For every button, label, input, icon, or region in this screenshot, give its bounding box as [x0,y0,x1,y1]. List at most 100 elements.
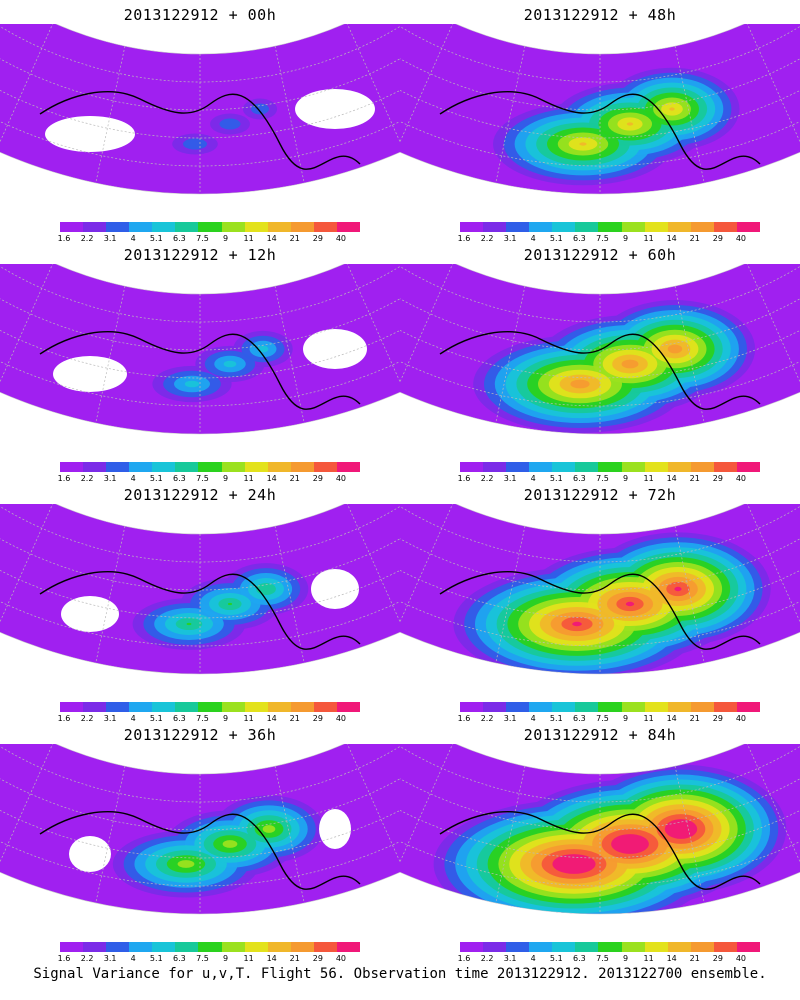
colorbar-segment [244,462,269,472]
colorbar-segment [529,462,553,472]
colorbar-tick-label: 14 [666,234,677,243]
colorbar-tick-label: 1.6 [57,954,71,963]
colorbar-segment [152,462,176,472]
colorbar-segment [736,942,761,952]
colorbar-tick-label: 7.5 [196,954,209,963]
variance-map [0,24,400,195]
colorbar-segment [736,222,761,232]
colorbar-tick-label: 3.1 [503,714,517,723]
colorbar-segment [313,942,338,952]
colorbar-tick-label: 40 [335,474,347,483]
colorbar-tick-label: 6.3 [173,234,186,243]
colorbar-tick-label: 29 [312,954,323,963]
colorbar-tick-label: 5.1 [549,234,563,243]
colorbar-tick-label: 9 [222,234,229,243]
colorbar-tick-label: 21 [689,474,700,483]
colorbar-tick-label: 1.6 [457,474,471,483]
colorbar-segment [506,702,530,712]
colorbar-tick-label: 5.1 [149,714,163,723]
colorbar-segment [552,702,576,712]
variance-map [400,264,800,435]
colorbar: 1.6 2.2 3.1 4 5.1 6.3 7.5 9 11 14 21 29 40 [58,462,361,483]
colorbar-tick-label: 29 [712,954,723,963]
colorbar-segment [106,222,130,232]
colorbar-tick-label: 5.1 [549,954,563,963]
colorbar-segment [529,942,553,952]
colorbar-segment [644,462,669,472]
colorbar-segment [336,702,361,712]
colorbar-segment [152,222,176,232]
colorbar-tick-label: 40 [735,234,747,243]
colorbar-segment [713,942,738,952]
colorbar-tick-label: 11 [643,714,654,723]
colorbar-tick-label: 21 [289,474,300,483]
colorbar-segment [336,462,361,472]
colorbar-segment [152,702,176,712]
variance-map [400,24,800,195]
forecast-panel: 2013122912 + 48h 1.6 2.2 3.1 4 5.1 6.3 7.5 9 11 14… [400,0,800,243]
colorbar-segment [690,222,715,232]
colorbar-segment [152,942,176,952]
colorbar-tick-label: 21 [689,714,700,723]
colorbar-tick-label: 9 [622,234,629,243]
colorbar: 1.6 2.2 3.1 4 5.1 6.3 7.5 9 11 14 21 29 40 [458,222,761,243]
colorbar-tick-label: 11 [243,234,254,243]
colorbar-segment [575,462,599,472]
colorbar-segment [690,462,715,472]
colorbar-tick-label: 40 [735,474,747,483]
colorbar-tick-label: 9 [622,474,629,483]
colorbar-segment [483,702,507,712]
panel-title: 2013122912 + 24h [123,486,277,504]
colorbar-tick-label: 1.6 [457,954,471,963]
colorbar: 1.6 2.2 3.1 4 5.1 6.3 7.5 9 11 14 21 29 40 [58,702,361,723]
colorbar-segment [575,942,599,952]
colorbar-segment [244,702,269,712]
colorbar-segment [667,222,692,232]
colorbar-tick-label: 1.6 [57,714,71,723]
colorbar-segment [60,222,84,232]
colorbar-segment [667,702,692,712]
colorbar-tick-label: 7.5 [596,954,609,963]
colorbar-tick-label: 7.5 [196,714,209,723]
colorbar-tick-label: 2.2 [480,714,494,723]
colorbar-segment [313,222,338,232]
colorbar-segment [736,702,761,712]
variance-map [400,504,800,675]
colorbar-tick-label: 29 [312,474,323,483]
colorbar-segment [621,462,646,472]
colorbar-segment [690,702,715,712]
colorbar-tick-label: 14 [666,714,677,723]
colorbar-segment [221,462,246,472]
colorbar-tick-label: 11 [643,234,654,243]
colorbar-segment [621,942,646,952]
colorbar-tick-label: 5.1 [149,954,163,963]
colorbar-segment [313,462,338,472]
colorbar-tick-label: 2.2 [80,234,94,243]
colorbar: 1.6 2.2 3.1 4 5.1 6.3 7.5 9 11 14 21 29 40 [458,462,761,483]
colorbar-segment [529,222,553,232]
colorbar-tick-label: 3.1 [503,234,517,243]
colorbar-segment [460,942,484,952]
colorbar-tick-label: 1.6 [57,474,71,483]
colorbar-tick-label: 4 [530,234,536,243]
colorbar-segment [267,702,292,712]
colorbar-segment [198,942,223,952]
colorbar-segment [575,702,599,712]
colorbar-tick-label: 4 [530,714,536,723]
colorbar-segment [175,222,199,232]
colorbar-segment [483,222,507,232]
colorbar-tick-label: 1.6 [457,234,471,243]
colorbar-tick-label: 40 [335,954,347,963]
panel-title: 2013122912 + 00h [123,6,277,24]
colorbar-segment [129,462,153,472]
colorbar-tick-label: 40 [735,714,747,723]
colorbar-segment [529,702,553,712]
colorbar-tick-label: 4 [530,954,536,963]
colorbar-tick-label: 2.2 [80,474,94,483]
panel-title: 2013122912 + 60h [523,246,677,264]
panel-title: 2013122912 + 84h [523,726,677,744]
colorbar-tick-label: 7.5 [596,234,609,243]
colorbar-segment [621,702,646,712]
colorbar-tick-label: 6.3 [173,714,186,723]
colorbar-tick-label: 6.3 [573,474,586,483]
